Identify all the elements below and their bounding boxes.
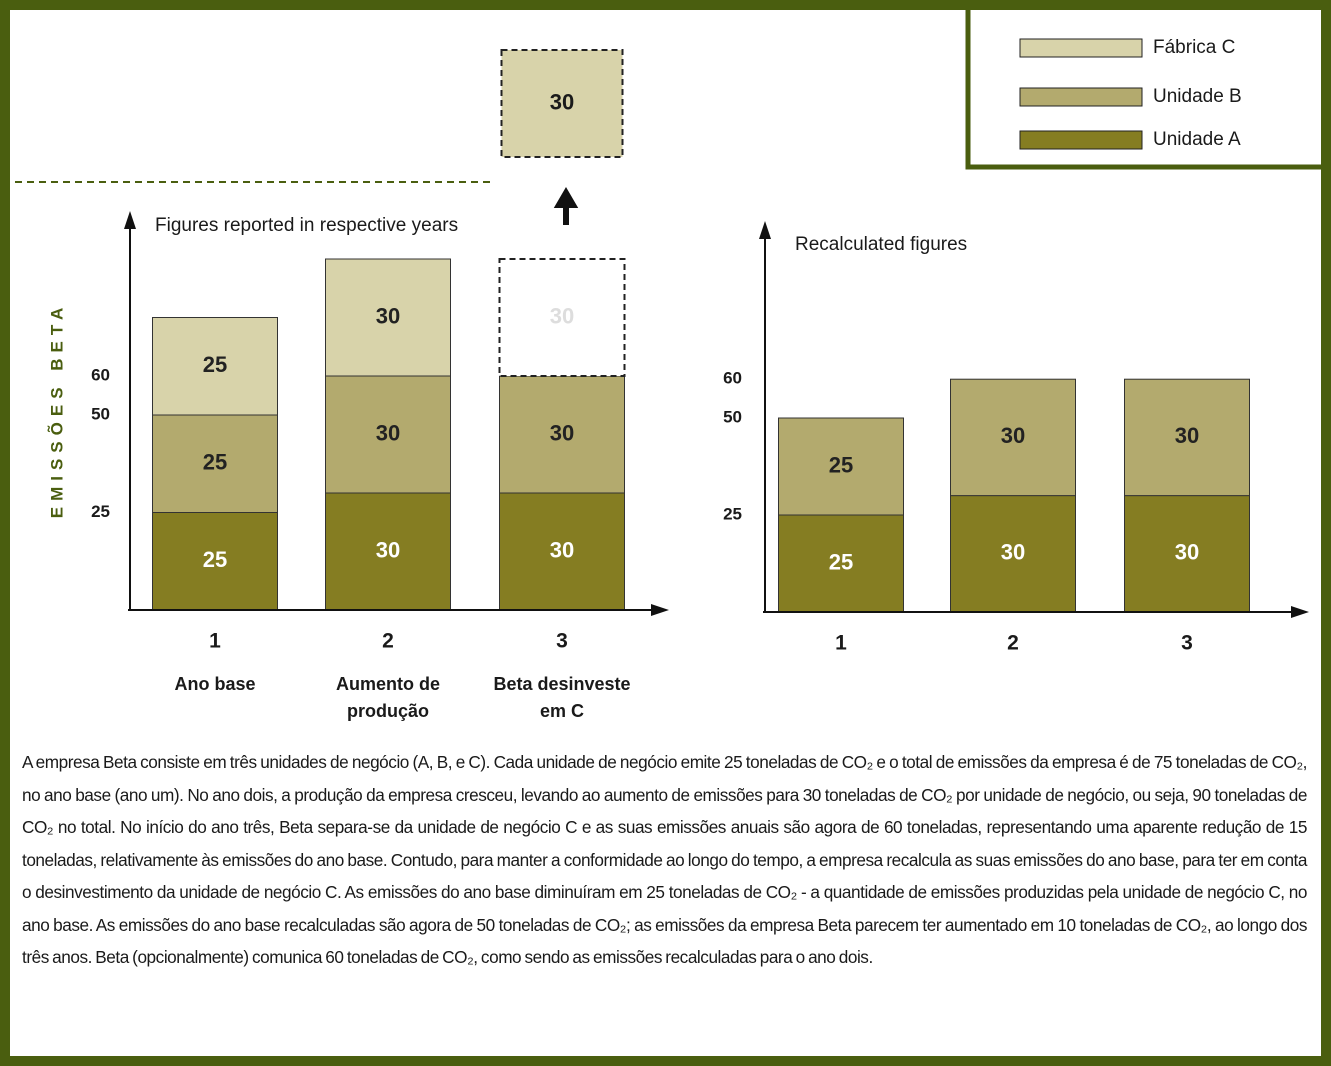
description-line: em C: [540, 701, 584, 721]
bar-label: 30: [550, 537, 574, 562]
bar-label: 25: [829, 452, 853, 477]
bar-label: 30: [1001, 540, 1025, 565]
x-tick-label: 3: [1181, 632, 1193, 655]
category-description: Beta desinveste em C: [493, 674, 630, 721]
y-axis-arrow: [759, 221, 771, 239]
bar-segment: [325, 492, 451, 611]
x-tick-label: 1: [835, 632, 847, 655]
legend-label: Unidade A: [1153, 129, 1241, 150]
description-line: Beta desinveste: [493, 674, 630, 694]
y-tick-label: 50: [91, 404, 110, 423]
bar-label: 30: [1175, 540, 1199, 565]
bar-label: 30: [550, 89, 574, 114]
bar-segment: [1124, 378, 1250, 497]
bar-label: 25: [829, 549, 853, 574]
x-tick-label: 1: [209, 630, 221, 653]
bar-label: 30: [1175, 423, 1199, 448]
bar-label: 25: [203, 547, 227, 572]
legend-label: Unidade B: [1153, 86, 1242, 107]
bar-label: 25: [203, 352, 227, 377]
bar-segment: [778, 514, 904, 613]
y-tick-label: 60: [91, 365, 110, 384]
bar-label: 30: [550, 420, 574, 445]
bar-segment: [152, 317, 278, 416]
y-axis-label: EMISSÕES BETA: [46, 302, 66, 519]
legend-frame: [965, 10, 1321, 170]
x-axis-arrow: [651, 604, 669, 616]
y-tick-label: 25: [723, 504, 742, 523]
bar-segment: [950, 378, 1076, 497]
category-description: Aumento de produção: [336, 674, 440, 721]
x-tick-label: 2: [382, 630, 394, 653]
bar-label: 30: [1001, 423, 1025, 448]
description-line: produção: [347, 701, 429, 721]
bar-segment: [152, 512, 278, 611]
bar-segment: [778, 417, 904, 516]
chart: EMISSÕES BETA Figures reported in respec…: [15, 10, 1321, 721]
description-line: Aumento de: [336, 674, 440, 694]
category-description: Ano base: [174, 674, 255, 694]
moved-bar: [500, 49, 624, 158]
arrow: [553, 187, 579, 225]
x-tick-label: 2: [1007, 632, 1019, 655]
bar-segment: [325, 375, 451, 494]
bar-segment: [499, 375, 625, 494]
bar-label: 30: [550, 303, 574, 328]
bar-label: 30: [376, 303, 400, 328]
y-tick-label: 25: [91, 502, 110, 521]
y-axis-arrow: [124, 211, 136, 229]
legend-swatch: [1019, 38, 1143, 58]
bar-segment: [499, 492, 625, 611]
bar-label: 30: [376, 420, 400, 445]
caption: A empresa Beta consiste em três unidades…: [22, 752, 1307, 967]
y-tick-label: 60: [723, 369, 742, 388]
bar-label: 25: [203, 450, 227, 475]
legend-label: Fábrica C: [1153, 37, 1235, 58]
legend-swatch: [1019, 87, 1143, 107]
bar-segment: [950, 495, 1076, 613]
x-tick-label: 3: [556, 630, 568, 653]
frame: EMISSÕES BETA Figures reported in respec…: [10, 10, 1321, 1056]
bar-segment: [325, 258, 451, 377]
x-axis-arrow: [1291, 606, 1309, 618]
subtitle: Figures reported in respective years: [155, 215, 458, 236]
bar-label: 30: [376, 537, 400, 562]
legend-swatch: [1019, 130, 1143, 150]
subtitle: Recalculated figures: [795, 234, 967, 255]
divested-bar: [498, 258, 626, 377]
y-tick-label: 50: [723, 407, 742, 426]
